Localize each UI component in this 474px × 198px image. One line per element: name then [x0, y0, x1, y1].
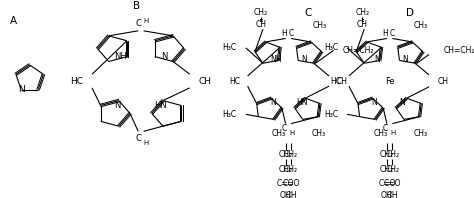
Text: C=O: C=O	[277, 179, 294, 188]
Text: CH₃: CH₃	[312, 129, 326, 137]
Text: CH₃: CH₃	[272, 129, 286, 137]
Text: H₃C: H₃C	[324, 110, 338, 119]
Text: H: H	[391, 130, 396, 136]
Text: NH: NH	[270, 55, 282, 64]
Text: C: C	[383, 124, 388, 133]
Text: N: N	[18, 85, 25, 94]
Text: Fe: Fe	[385, 77, 394, 86]
Text: C: C	[304, 8, 312, 18]
Text: CH₂: CH₂	[279, 165, 292, 174]
Text: CH₂: CH₂	[254, 9, 268, 17]
Text: N: N	[402, 55, 408, 64]
Text: CH: CH	[438, 77, 448, 86]
Text: CH₂: CH₂	[284, 150, 298, 159]
Text: CH₂: CH₂	[385, 150, 400, 159]
Text: N: N	[270, 98, 276, 107]
Text: CH₃: CH₃	[413, 129, 427, 137]
Text: HC: HC	[70, 77, 83, 86]
Text: HC: HC	[229, 77, 240, 86]
Text: CH₂: CH₂	[356, 9, 370, 17]
Text: N: N	[374, 55, 380, 64]
Text: N: N	[114, 101, 120, 110]
Text: CH₂: CH₂	[380, 150, 394, 159]
Text: CH: CH	[199, 77, 212, 86]
Text: H: H	[289, 130, 294, 136]
Text: CH₃: CH₃	[414, 21, 428, 30]
Text: C=O: C=O	[283, 179, 300, 188]
Text: A: A	[10, 16, 17, 26]
Text: CH₂: CH₂	[380, 165, 394, 174]
Text: C=O: C=O	[383, 179, 401, 188]
Text: H₃C: H₃C	[223, 110, 237, 119]
Text: H: H	[281, 29, 286, 38]
Text: CH: CH	[336, 77, 347, 86]
Text: N: N	[161, 52, 168, 61]
Text: N: N	[371, 98, 377, 107]
Text: HC: HC	[331, 77, 342, 86]
Text: B: B	[133, 1, 140, 11]
Text: OH: OH	[280, 191, 292, 198]
Text: CH₃: CH₃	[374, 129, 387, 137]
Text: C: C	[390, 29, 395, 38]
Text: C=O: C=O	[378, 179, 396, 188]
Text: HN: HN	[155, 101, 167, 110]
Text: H: H	[144, 18, 149, 24]
Text: N: N	[302, 55, 308, 64]
Text: H: H	[144, 140, 149, 146]
Text: N: N	[400, 98, 405, 107]
Text: CH: CH	[255, 20, 267, 29]
Text: CH₂: CH₂	[284, 165, 298, 174]
Text: CH₂: CH₂	[385, 165, 400, 174]
Text: OH: OH	[381, 191, 392, 198]
Text: H: H	[382, 29, 388, 38]
Text: H₃C: H₃C	[223, 43, 237, 52]
Text: HN: HN	[296, 98, 308, 107]
Text: D: D	[406, 8, 413, 18]
Text: OH: OH	[285, 191, 297, 198]
Text: C: C	[135, 19, 141, 29]
Text: CH₃: CH₃	[313, 21, 327, 30]
Text: C: C	[288, 29, 293, 38]
Text: C: C	[135, 134, 141, 143]
Text: CH=CH₂: CH=CH₂	[444, 46, 474, 55]
Text: H₃C: H₃C	[324, 43, 338, 52]
Text: CH₂: CH₂	[279, 150, 292, 159]
Text: C: C	[281, 124, 286, 133]
Text: OH: OH	[386, 191, 398, 198]
Text: CH: CH	[357, 20, 368, 29]
Text: NH: NH	[115, 52, 128, 61]
Text: CH=CH₂: CH=CH₂	[343, 46, 374, 55]
